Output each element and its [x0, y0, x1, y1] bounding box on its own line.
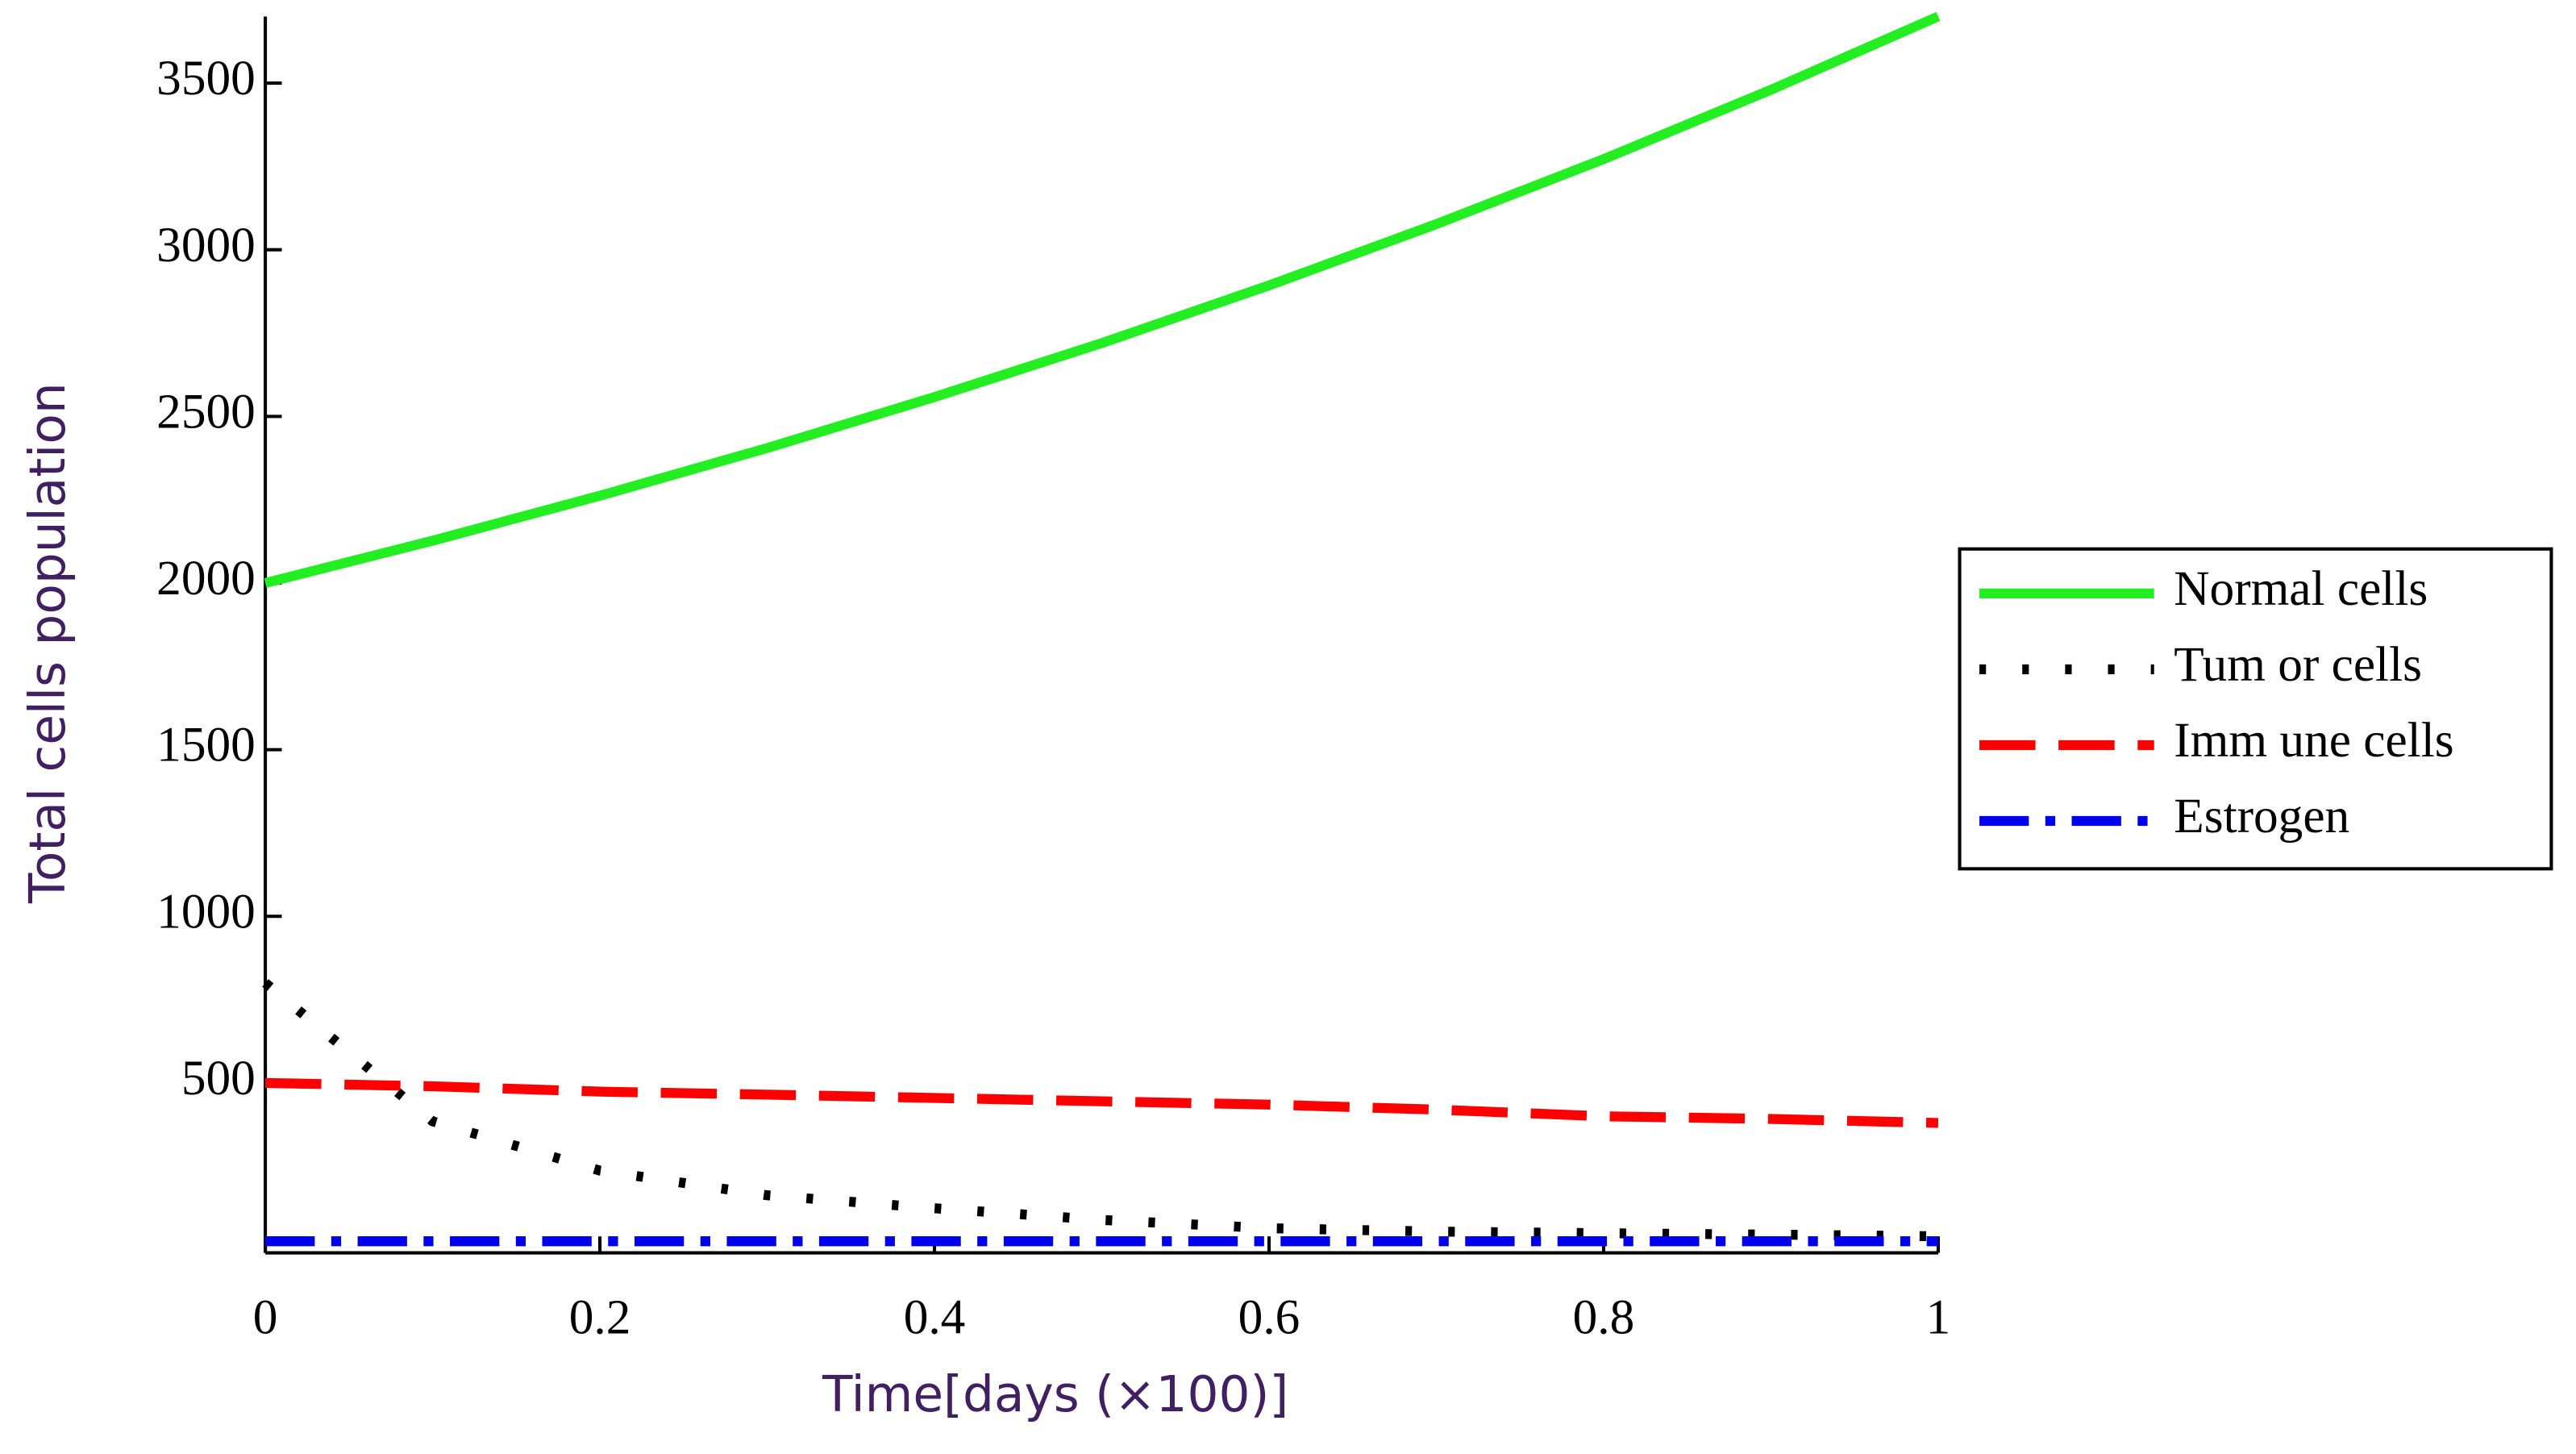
y-tick-label: 1500	[156, 718, 256, 773]
x-tick-label: 0.4	[904, 1290, 966, 1345]
y-tick-label: 3000	[156, 218, 256, 273]
series-line	[262, 979, 1939, 1242]
x-tick-label: 0.8	[1573, 1290, 1635, 1345]
x-tick-label: 1	[1926, 1290, 1951, 1345]
series-line	[264, 11, 1941, 588]
x-tick-label: 0.2	[569, 1290, 631, 1345]
x-tick-label: 0	[253, 1290, 278, 1345]
legend-label: Estrogen	[2174, 789, 2349, 844]
series-line	[264, 1077, 1939, 1128]
legend-label: Normal cells	[2174, 561, 2428, 616]
x-tick-label: 0.6	[1238, 1290, 1300, 1345]
y-tick-label: 2500	[156, 384, 256, 439]
y-tick-label: 3500	[156, 51, 256, 106]
x-axis-label: Time[days (×100)]	[822, 1366, 1288, 1423]
y-tick-label: 1000	[156, 884, 256, 939]
y-tick-label: 2000	[156, 551, 256, 606]
y-axis-label: Total cells population	[19, 382, 77, 904]
y-tick-label: 500	[181, 1051, 256, 1106]
legend-label: Imm une cells	[2174, 713, 2453, 768]
legend-box	[1958, 547, 2553, 871]
legend-label: Tum or cells	[2174, 637, 2422, 692]
